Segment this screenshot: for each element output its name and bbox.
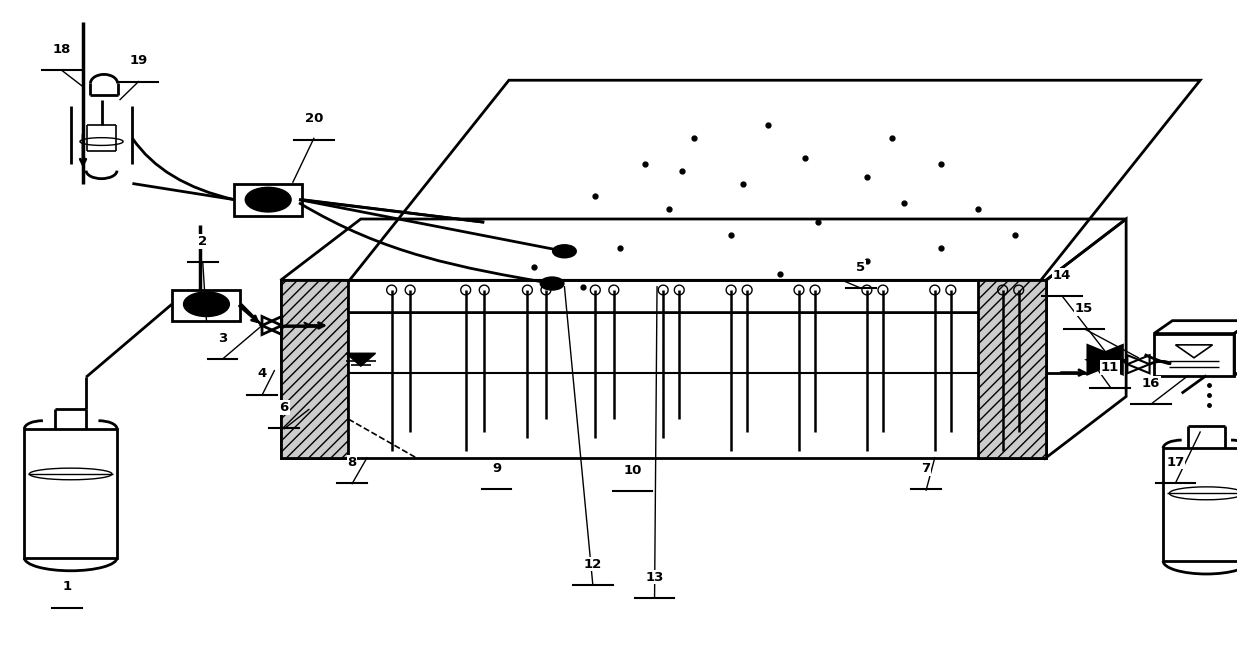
Text: 10: 10: [624, 464, 641, 477]
Bar: [978, 281, 1045, 458]
Text: 16: 16: [1142, 377, 1159, 390]
Bar: [25, 429, 117, 558]
Text: 5: 5: [856, 261, 866, 274]
Text: 19: 19: [129, 54, 148, 67]
Text: 13: 13: [645, 571, 663, 584]
Circle shape: [185, 292, 228, 316]
Text: 2: 2: [198, 235, 207, 248]
Bar: [1163, 448, 1240, 561]
Bar: [280, 281, 1045, 458]
Text: 12: 12: [584, 558, 601, 571]
Text: 11: 11: [1101, 361, 1120, 374]
Polygon shape: [1087, 346, 1122, 374]
Bar: [172, 290, 239, 321]
Bar: [234, 184, 303, 215]
Text: 15: 15: [1075, 302, 1094, 315]
Text: 1: 1: [62, 580, 72, 593]
Text: 8: 8: [347, 456, 357, 469]
Text: 3: 3: [218, 332, 227, 345]
Bar: [1154, 333, 1234, 376]
Text: 20: 20: [305, 113, 324, 126]
Text: 7: 7: [921, 462, 931, 475]
Text: 17: 17: [1167, 456, 1184, 469]
Bar: [280, 281, 348, 458]
Polygon shape: [346, 353, 376, 366]
Circle shape: [246, 188, 290, 212]
Polygon shape: [1087, 346, 1122, 374]
Circle shape: [553, 245, 575, 257]
Text: 14: 14: [1053, 269, 1071, 282]
Text: 6: 6: [279, 401, 289, 414]
Circle shape: [541, 278, 563, 289]
Text: 9: 9: [492, 462, 501, 475]
Text: 18: 18: [53, 43, 71, 56]
Text: 4: 4: [258, 367, 267, 380]
